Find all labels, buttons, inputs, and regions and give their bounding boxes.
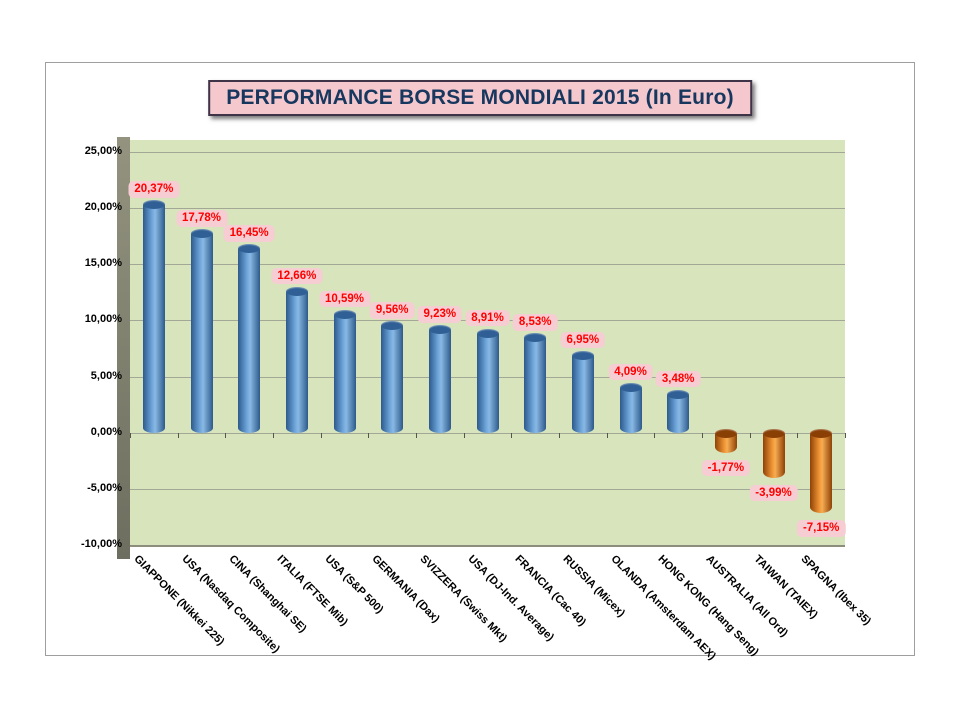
bar-top-ellipse <box>762 428 785 438</box>
bar <box>381 321 404 433</box>
value-label: 12,66% <box>271 267 323 285</box>
value-label: 6,95% <box>560 331 606 349</box>
bar-body <box>381 325 404 433</box>
gridline <box>130 264 845 266</box>
value-label: 3,48% <box>655 370 701 388</box>
chart-title: PERFORMANCE BORSE MONDIALI 2015 (In Euro… <box>208 80 752 116</box>
gridline <box>130 152 845 153</box>
bar <box>428 325 451 433</box>
y-axis-tick-label: 20,00% <box>84 201 122 214</box>
bar-top-ellipse <box>333 309 356 319</box>
y-axis-tick-label: -5,00% <box>87 481 122 494</box>
value-label: -1,77% <box>701 459 751 477</box>
bar-body <box>142 203 165 433</box>
bar-body <box>285 290 308 433</box>
y-axis-tick-label: 5,00% <box>90 369 122 382</box>
bar-body <box>524 336 547 433</box>
bar-top-ellipse <box>142 199 165 209</box>
bar-top-ellipse <box>476 328 499 338</box>
chart-3d-side-wall <box>117 137 130 559</box>
value-label: -7,15% <box>796 519 846 537</box>
axis-tick <box>130 432 131 438</box>
bar-top-ellipse <box>238 244 261 253</box>
bar-top-ellipse <box>524 332 547 342</box>
bar <box>524 332 547 433</box>
axis-tick <box>559 432 560 438</box>
value-label: 9,23% <box>417 306 463 323</box>
axis-tick <box>273 432 274 438</box>
axis-tick <box>416 432 417 438</box>
axis-tick <box>606 432 608 438</box>
bar-body <box>571 354 594 433</box>
bar-top-ellipse <box>619 382 642 392</box>
bar <box>619 382 642 433</box>
bar <box>333 309 356 433</box>
gridline <box>130 208 845 210</box>
bar-body <box>476 332 499 433</box>
gridline <box>130 488 845 490</box>
bar-top-ellipse <box>285 286 308 296</box>
bar-body <box>762 432 785 478</box>
bar-body <box>619 386 642 433</box>
bar <box>190 229 213 433</box>
bar-body <box>714 432 737 453</box>
bar <box>285 286 308 433</box>
bar-body <box>428 329 451 433</box>
axis-tick <box>511 432 513 438</box>
bar-body <box>810 432 833 513</box>
bar <box>142 199 165 433</box>
axis-tick <box>702 432 703 438</box>
y-axis-tick-label: -10,00% <box>81 538 122 550</box>
bar-body <box>333 313 356 433</box>
axis-tick <box>177 432 179 438</box>
axis-tick <box>320 432 322 438</box>
value-label: 16,45% <box>223 225 275 242</box>
bar <box>810 428 833 513</box>
bar-top-ellipse <box>714 428 737 438</box>
bar-top-ellipse <box>571 350 594 360</box>
axis-tick <box>749 432 751 438</box>
bar <box>238 244 261 433</box>
bar-top-ellipse <box>190 229 213 239</box>
bar-top-ellipse <box>381 321 404 331</box>
bar-body <box>238 248 261 433</box>
axis-tick <box>368 432 370 438</box>
bar-top-ellipse <box>428 325 451 335</box>
bar-top-ellipse <box>667 389 690 399</box>
bar <box>762 428 785 478</box>
y-axis-tick-label: 0,00% <box>90 425 122 438</box>
value-label: 17,78% <box>175 210 228 227</box>
y-axis-tick-label: 15,00% <box>84 257 122 270</box>
axis-tick <box>797 432 799 438</box>
gridline <box>130 432 845 434</box>
value-label: 9,56% <box>369 302 415 319</box>
value-label: -3,99% <box>749 484 798 502</box>
value-label: 20,37% <box>128 180 180 198</box>
bar-body <box>190 233 213 433</box>
value-label: 10,59% <box>318 290 371 308</box>
bar-body <box>667 393 690 433</box>
bar <box>476 328 499 433</box>
axis-tick <box>845 432 846 438</box>
bar <box>714 428 737 453</box>
value-label: 8,91% <box>465 309 510 327</box>
y-axis-tick-label: 25,00% <box>84 145 122 157</box>
bar <box>667 389 690 433</box>
gridline <box>130 545 845 546</box>
value-label: 8,53% <box>512 313 558 331</box>
bar <box>571 350 594 433</box>
value-label: 4,09% <box>608 363 653 381</box>
y-axis-tick-label: 10,00% <box>84 313 122 326</box>
axis-tick <box>463 432 465 438</box>
bar-top-ellipse <box>810 428 833 438</box>
axis-tick <box>654 432 656 438</box>
axis-tick <box>225 432 227 438</box>
